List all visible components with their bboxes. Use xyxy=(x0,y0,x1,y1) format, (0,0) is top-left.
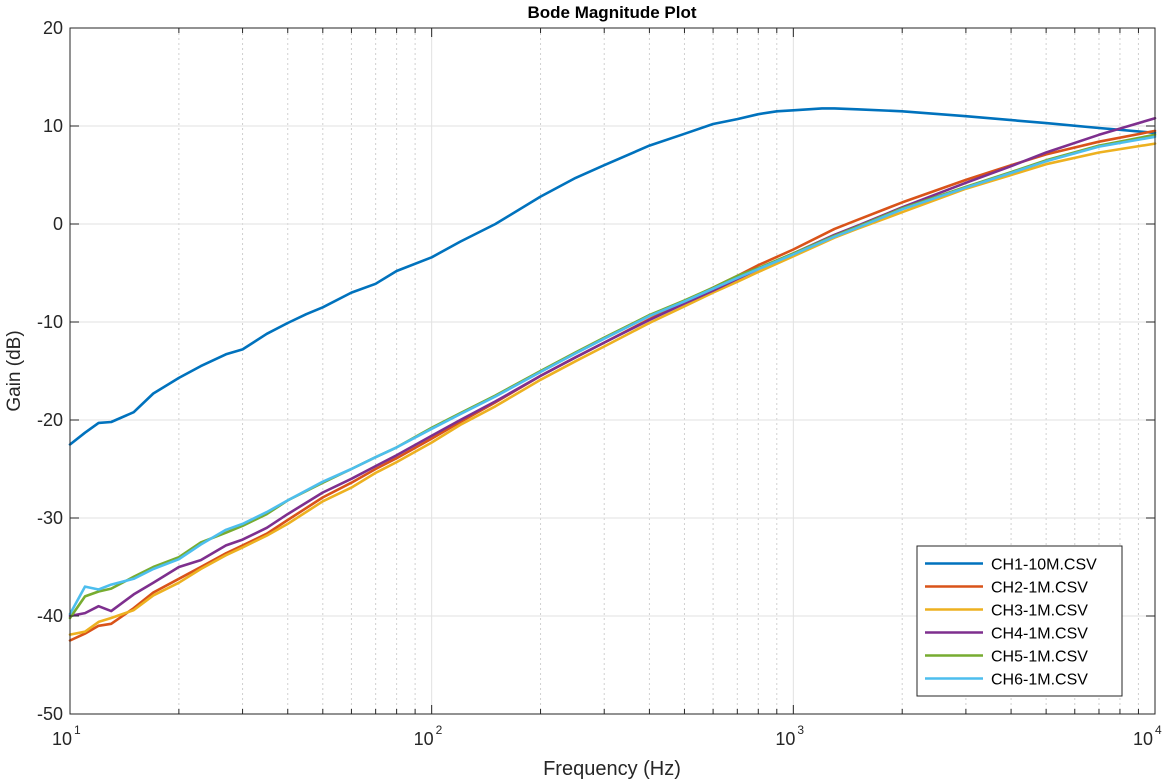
series-line xyxy=(68,107,1157,446)
plot-series xyxy=(68,107,1157,642)
x-tick-label: 10 2 xyxy=(414,723,443,749)
x-tick-base: 10 xyxy=(52,729,72,749)
x-axis-label: Frequency (Hz) xyxy=(543,758,681,780)
series-line xyxy=(68,135,1157,616)
x-tick-label: 10 3 xyxy=(775,723,804,749)
y-tick-label: -50 xyxy=(37,704,63,724)
x-tick-exponent: 2 xyxy=(436,723,443,737)
x-tick-base: 10 xyxy=(775,729,795,749)
legend-label: CH5-1M.CSV xyxy=(991,649,1088,666)
axis-ticks xyxy=(69,27,1156,715)
x-tick-exponent: 1 xyxy=(74,723,81,737)
y-tick-label: -40 xyxy=(37,606,63,626)
y-tick-label: -10 xyxy=(37,312,63,332)
y-tick-label: -30 xyxy=(37,508,63,528)
x-tick-label: 10 4 xyxy=(1133,723,1162,749)
legend-box xyxy=(916,545,1123,697)
legend-label: CH2-1M.CSV xyxy=(991,580,1088,597)
legend-label: CH3-1M.CSV xyxy=(991,603,1088,620)
x-tick-base: 10 xyxy=(414,729,434,749)
legend: CH1-10M.CSV CH2-1M.CSV CH3-1M.CSV CH4-1M.CS… xyxy=(916,545,1123,697)
x-tick-exponent: 3 xyxy=(797,723,804,737)
chart-title: Bode Magnitude Plot xyxy=(527,3,696,22)
series-line xyxy=(68,129,1157,642)
y-axis-label: Gain (dB) xyxy=(4,330,25,411)
x-tick-label: 10 1 xyxy=(52,723,81,749)
x-tick-base: 10 xyxy=(1133,729,1153,749)
legend-label: CH1-10M.CSV xyxy=(991,557,1097,574)
y-tick-label: -20 xyxy=(37,410,63,430)
y-tick-label: 20 xyxy=(43,18,63,38)
legend-label: CH6-1M.CSV xyxy=(991,672,1088,689)
y-tick-label: 0 xyxy=(53,214,63,234)
axes-box xyxy=(69,27,1156,715)
y-tick-label: 10 xyxy=(43,116,63,136)
legend-label: CH4-1M.CSV xyxy=(991,626,1088,643)
x-tick-exponent: 4 xyxy=(1155,723,1162,737)
